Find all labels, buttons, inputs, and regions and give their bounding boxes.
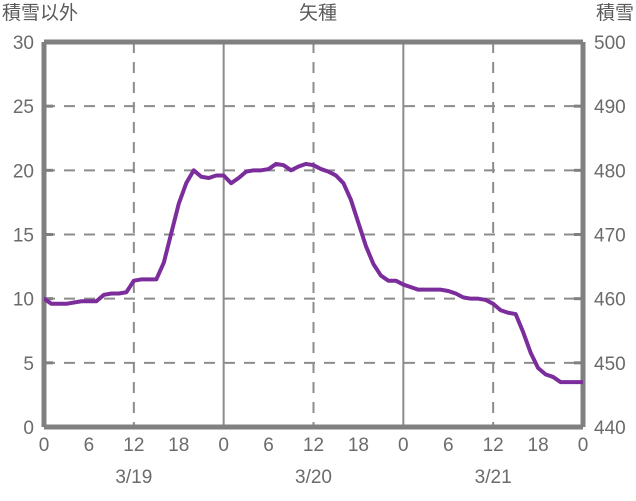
right-axis-tick-label: 490 <box>594 97 626 118</box>
right-axis-label: 積雪 <box>596 2 634 24</box>
left-axis-tick-label: 0 <box>23 418 34 439</box>
left-axis-tick-label: 25 <box>13 97 34 118</box>
x-axis-tick-label: 0 <box>39 435 50 456</box>
gridlines <box>44 42 583 427</box>
x-axis-day-labels: 3/19 3/20 3/21 <box>115 467 511 488</box>
x-axis-tick-label: 12 <box>303 435 324 456</box>
x-axis-day-label: 3/20 <box>295 467 332 488</box>
data-series-group <box>44 161 583 385</box>
x-axis-tick-label: 6 <box>84 435 95 456</box>
x-axis-tick-label: 6 <box>443 435 454 456</box>
data-series-line <box>44 161 583 385</box>
right-axis-tick-label: 440 <box>594 418 626 439</box>
right-axis-tick-label: 460 <box>594 290 626 311</box>
x-axis-tick-label: 12 <box>123 435 144 456</box>
left-axis-tick-label: 5 <box>23 354 34 375</box>
x-axis-tick-label: 12 <box>483 435 504 456</box>
right-axis-tick-label: 480 <box>594 161 626 182</box>
x-axis-day-label: 3/21 <box>475 467 512 488</box>
x-axis-tick-labels: 0 6 12 18 0 6 12 18 0 6 12 18 0 <box>39 435 589 456</box>
left-axis-label: 積雪以外 <box>2 2 78 24</box>
left-axis-tick-label: 15 <box>13 226 34 247</box>
x-axis-tick-label: 18 <box>168 435 189 456</box>
x-axis-tick-label: 18 <box>348 435 369 456</box>
left-axis-tick-label: 10 <box>13 290 34 311</box>
chart-title: 矢種 <box>299 2 337 24</box>
x-axis-day-label: 3/19 <box>115 467 152 488</box>
right-axis-tick-label: 500 <box>594 33 626 54</box>
right-axis-tick-label: 450 <box>594 354 626 375</box>
x-axis-tick-label: 0 <box>398 435 409 456</box>
x-axis-tick-label: 18 <box>528 435 549 456</box>
right-axis-tick-labels: 440 450 460 470 480 490 500 <box>594 33 626 439</box>
x-axis-tick-label: 0 <box>218 435 229 456</box>
x-axis-tick-label: 0 <box>578 435 589 456</box>
x-axis-tick-label: 6 <box>263 435 274 456</box>
left-axis-tick-label: 30 <box>13 33 34 54</box>
right-axis-tick-label: 470 <box>594 226 626 247</box>
left-axis-tick-label: 20 <box>13 161 34 182</box>
left-axis-tick-labels: 0 5 10 15 20 25 30 <box>13 33 34 439</box>
